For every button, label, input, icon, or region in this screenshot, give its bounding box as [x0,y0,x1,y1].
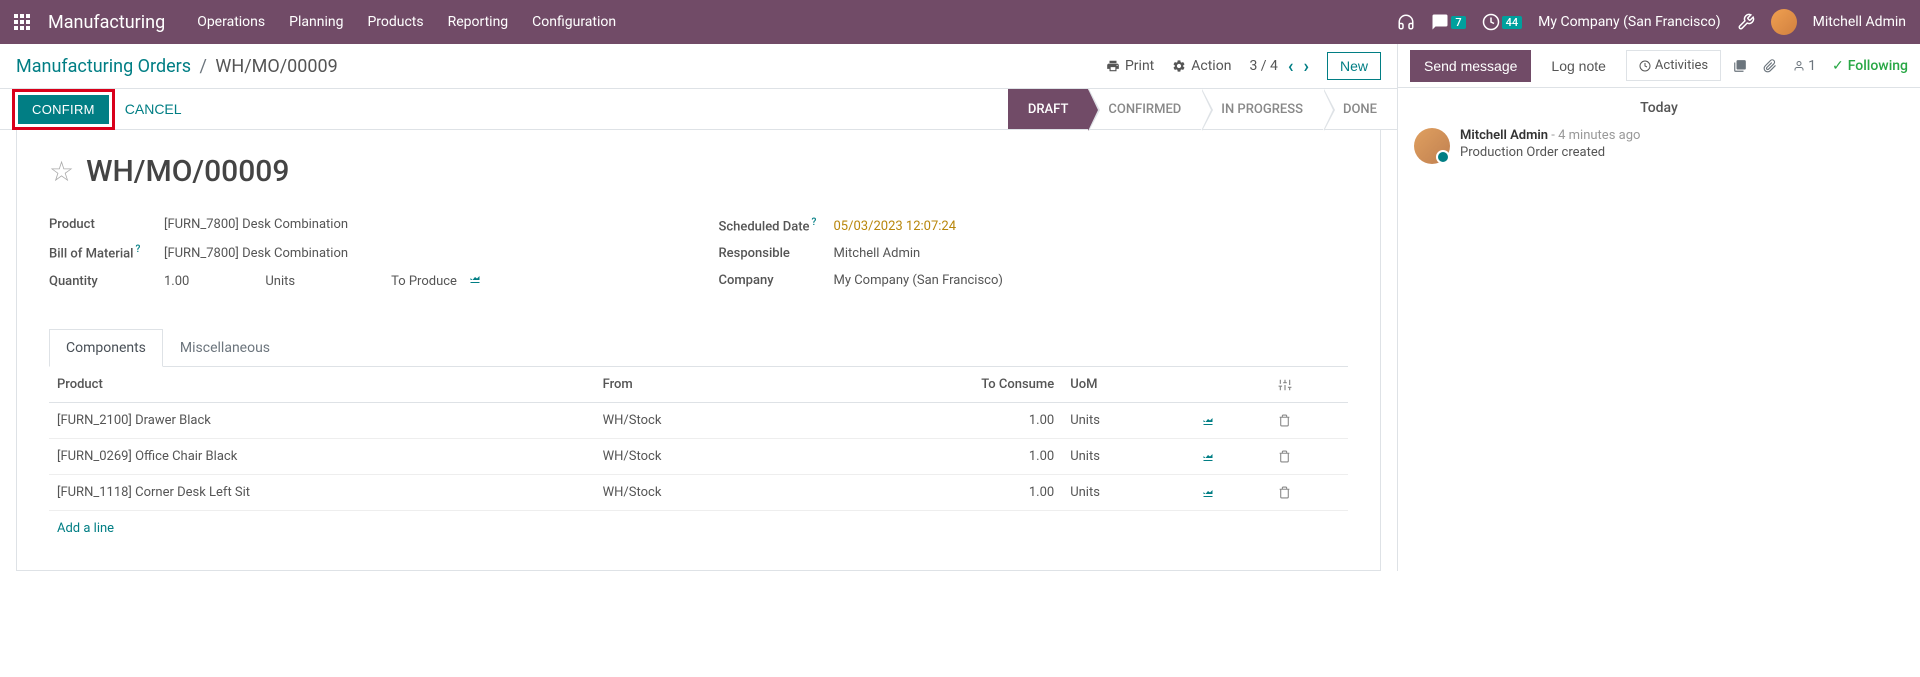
breadcrumb-bar: Manufacturing Orders / WH/MO/00009 Print… [0,44,1397,88]
app-title[interactable]: Manufacturing [48,12,165,33]
cell-uom[interactable]: Units [1062,439,1192,475]
th-uom[interactable]: UoM [1062,367,1192,403]
cell-consume[interactable]: 1.00 [880,475,1062,511]
top-menu: Operations Planning Products Reporting C… [197,14,616,30]
activities-badge: 44 [1502,16,1523,29]
cell-uom[interactable]: Units [1062,403,1192,439]
pager-prev[interactable]: ‹ [1288,56,1294,77]
cell-product[interactable]: [FURN_1118] Corner Desk Left Sit [49,475,595,511]
attach-icon[interactable] [1763,59,1777,73]
cell-product[interactable]: [FURN_0269] Office Chair Black [49,439,595,475]
status-confirmed[interactable]: CONFIRMED [1088,89,1201,129]
company-label: Company [719,273,834,288]
messages-icon[interactable]: 7 [1431,13,1465,31]
pager-next[interactable]: › [1304,56,1309,77]
form-sheet: ☆ WH/MO/00009 Product [FURN_7800] Desk C… [16,130,1381,571]
pager-text: 3 / 4 [1249,58,1277,74]
topbar: Manufacturing Operations Planning Produc… [0,0,1920,44]
table-row[interactable]: [FURN_1118] Corner Desk Left Sit WH/Stoc… [49,475,1348,511]
message-time: - 4 minutes ago [1551,128,1640,143]
bom-value[interactable]: [FURN_7800] Desk Combination [164,246,348,261]
table-row[interactable]: [FURN_0269] Office Chair Black WH/Stock … [49,439,1348,475]
message-author[interactable]: Mitchell Admin [1460,128,1548,143]
scheduled-value[interactable]: 05/03/2023 12:07:24 [834,219,957,234]
confirm-button[interactable]: CONFIRM [18,95,109,124]
chatter: Send message Log note Activities 1 ✓ Fol… [1398,44,1920,571]
breadcrumb-sep: / [200,56,207,77]
table-row[interactable]: [FURN_2100] Drawer Black WH/Stock 1.00 U… [49,403,1348,439]
cell-from[interactable]: WH/Stock [595,403,881,439]
message-avatar[interactable] [1414,128,1450,164]
favorite-star-icon[interactable]: ☆ [49,155,74,188]
to-produce-label: To Produce [391,273,482,289]
message: Mitchell Admin - 4 minutes ago Productio… [1398,128,1920,180]
today-separator: Today [1398,88,1920,128]
action-button[interactable]: Action [1172,58,1231,74]
qty-value[interactable]: 1.00 [164,274,189,289]
debug-icon[interactable] [1737,13,1755,31]
status-done[interactable]: DONE [1323,89,1397,129]
forecast-icon[interactable] [468,274,482,289]
activities-button[interactable]: Activities [1626,50,1721,81]
product-value[interactable]: [FURN_7800] Desk Combination [164,217,348,232]
scheduled-label: Scheduled Date? [719,217,834,234]
print-button[interactable]: Print [1106,58,1154,74]
company-switcher[interactable]: My Company (San Francisco) [1538,14,1720,30]
cancel-button[interactable]: CANCEL [125,101,182,117]
page-title: WH/MO/00009 [86,154,289,189]
user-name[interactable]: Mitchell Admin [1813,14,1906,30]
cell-product[interactable]: [FURN_2100] Drawer Black [49,403,595,439]
tab-miscellaneous[interactable]: Miscellaneous [163,329,287,367]
forecast-icon[interactable] [1200,415,1262,427]
add-line[interactable]: Add a line [49,511,1348,546]
cell-consume[interactable]: 1.00 [880,439,1062,475]
th-from[interactable]: From [595,367,881,403]
delete-icon[interactable] [1278,414,1340,427]
optional-columns-icon[interactable] [1278,378,1340,392]
qty-label: Quantity [49,274,164,289]
message-text: Production Order created [1460,145,1904,160]
responsible-value[interactable]: Mitchell Admin [834,246,921,261]
components-table: Product From To Consume UoM [FURN_2100] … [49,367,1348,511]
th-product[interactable]: Product [49,367,595,403]
tab-components[interactable]: Components [49,329,163,367]
delete-icon[interactable] [1278,486,1340,499]
menu-products[interactable]: Products [367,14,423,30]
menu-configuration[interactable]: Configuration [532,14,616,30]
th-consume[interactable]: To Consume [880,367,1062,403]
confirm-highlight: CONFIRM [12,89,115,130]
attachments-icon[interactable] [1733,59,1747,73]
responsible-label: Responsible [719,246,834,261]
status-inprogress[interactable]: IN PROGRESS [1201,89,1323,129]
menu-planning[interactable]: Planning [289,14,343,30]
status-draft[interactable]: DRAFT [1008,89,1089,129]
followers-count[interactable]: 1 [1793,58,1816,74]
menu-operations[interactable]: Operations [197,14,265,30]
cell-uom[interactable]: Units [1062,475,1192,511]
qty-uom: Units [265,274,295,289]
forecast-icon[interactable] [1200,451,1262,463]
user-avatar[interactable] [1771,9,1797,35]
activities-icon[interactable]: 44 [1482,13,1523,31]
new-button[interactable]: New [1327,52,1381,80]
send-message-button[interactable]: Send message [1410,50,1531,82]
status-bar: CONFIRM CANCEL DRAFT CONFIRMED IN PROGRE… [0,88,1397,130]
breadcrumb-root[interactable]: Manufacturing Orders [16,56,191,77]
log-note-button[interactable]: Log note [1537,50,1620,82]
cell-from[interactable]: WH/Stock [595,439,881,475]
tabs: Components Miscellaneous [49,329,1348,367]
cell-from[interactable]: WH/Stock [595,475,881,511]
support-icon[interactable] [1397,13,1415,31]
apps-icon[interactable] [14,14,30,30]
company-value[interactable]: My Company (San Francisco) [834,273,1003,288]
cell-consume[interactable]: 1.00 [880,403,1062,439]
product-label: Product [49,217,164,232]
following-button[interactable]: ✓ Following [1832,58,1908,74]
forecast-icon[interactable] [1200,487,1262,499]
breadcrumb-current: WH/MO/00009 [215,56,337,77]
menu-reporting[interactable]: Reporting [448,14,509,30]
delete-icon[interactable] [1278,450,1340,463]
bom-label: Bill of Material? [49,244,164,261]
messages-badge: 7 [1451,16,1465,29]
